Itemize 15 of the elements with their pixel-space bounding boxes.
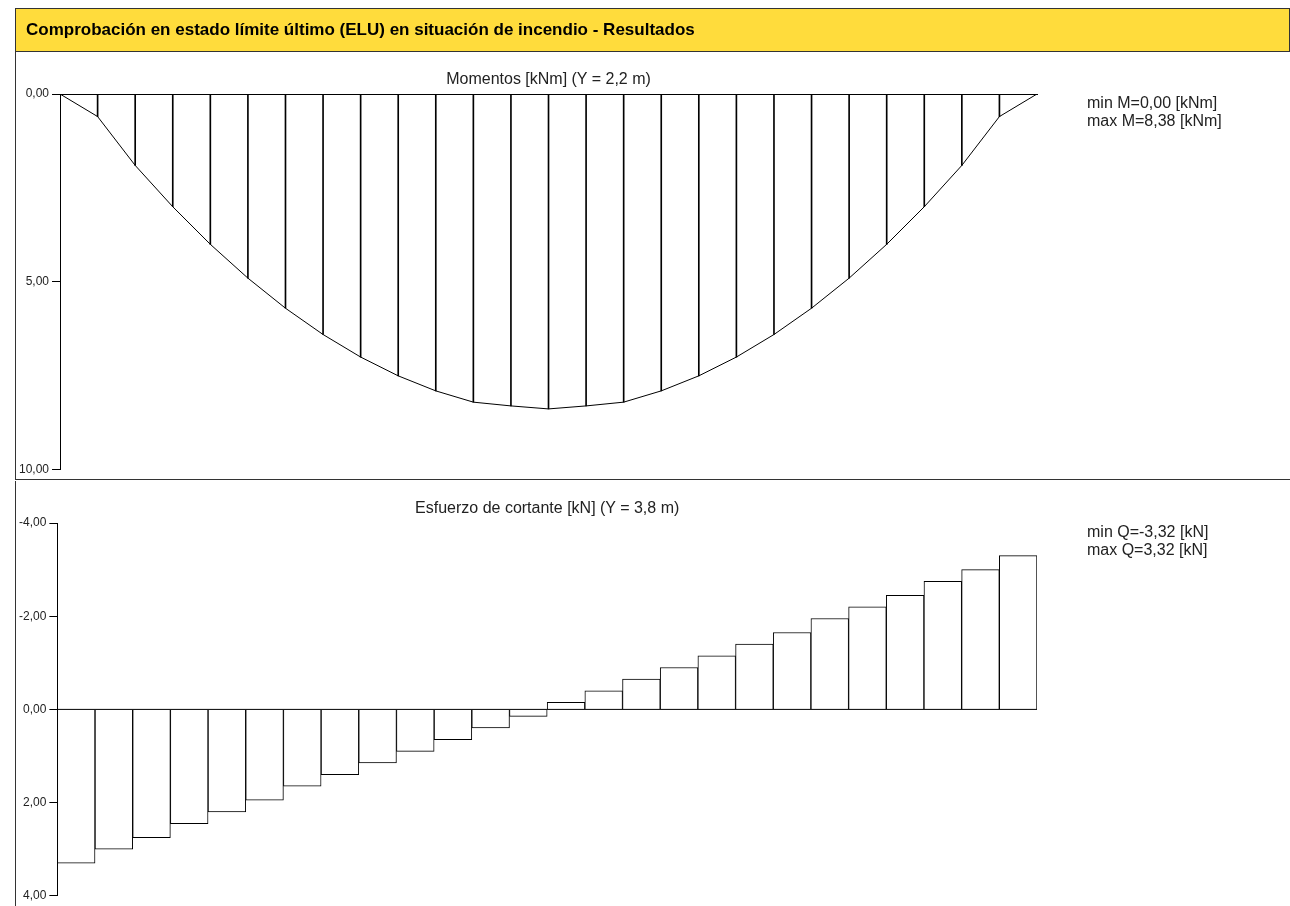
y-tick-label: 2,00 [22, 794, 47, 809]
text: max M=8,38 [kNm] [1087, 112, 1222, 130]
text: max Q=3,32 [kN] [1087, 541, 1208, 559]
text: min M=0,00 [kNm] [1087, 94, 1218, 112]
y-tick-label: 4,00 [22, 888, 47, 903]
y-tick-label: 5,00 [25, 274, 50, 289]
chart-subtitle: Momentos [kNm] (Y = 2,2 m) [446, 70, 651, 88]
y-tick-label: 0,00 [22, 701, 47, 716]
y-tick-label: -2,00 [18, 608, 47, 623]
y-tick-label: 0,00 [25, 86, 50, 101]
chart-title: Esfuerzo de cortante [kN] (Y = 3,8 m) [415, 499, 680, 517]
y-tick-label: 10,00 [19, 462, 50, 477]
chart-title: Comprobación en estado límite último (ELU) en situación de incendio - Resultados [15, 8, 1290, 52]
text: min Q=-3,32 [kN] [1087, 523, 1209, 541]
y-tick-label: -4,00 [18, 515, 47, 530]
